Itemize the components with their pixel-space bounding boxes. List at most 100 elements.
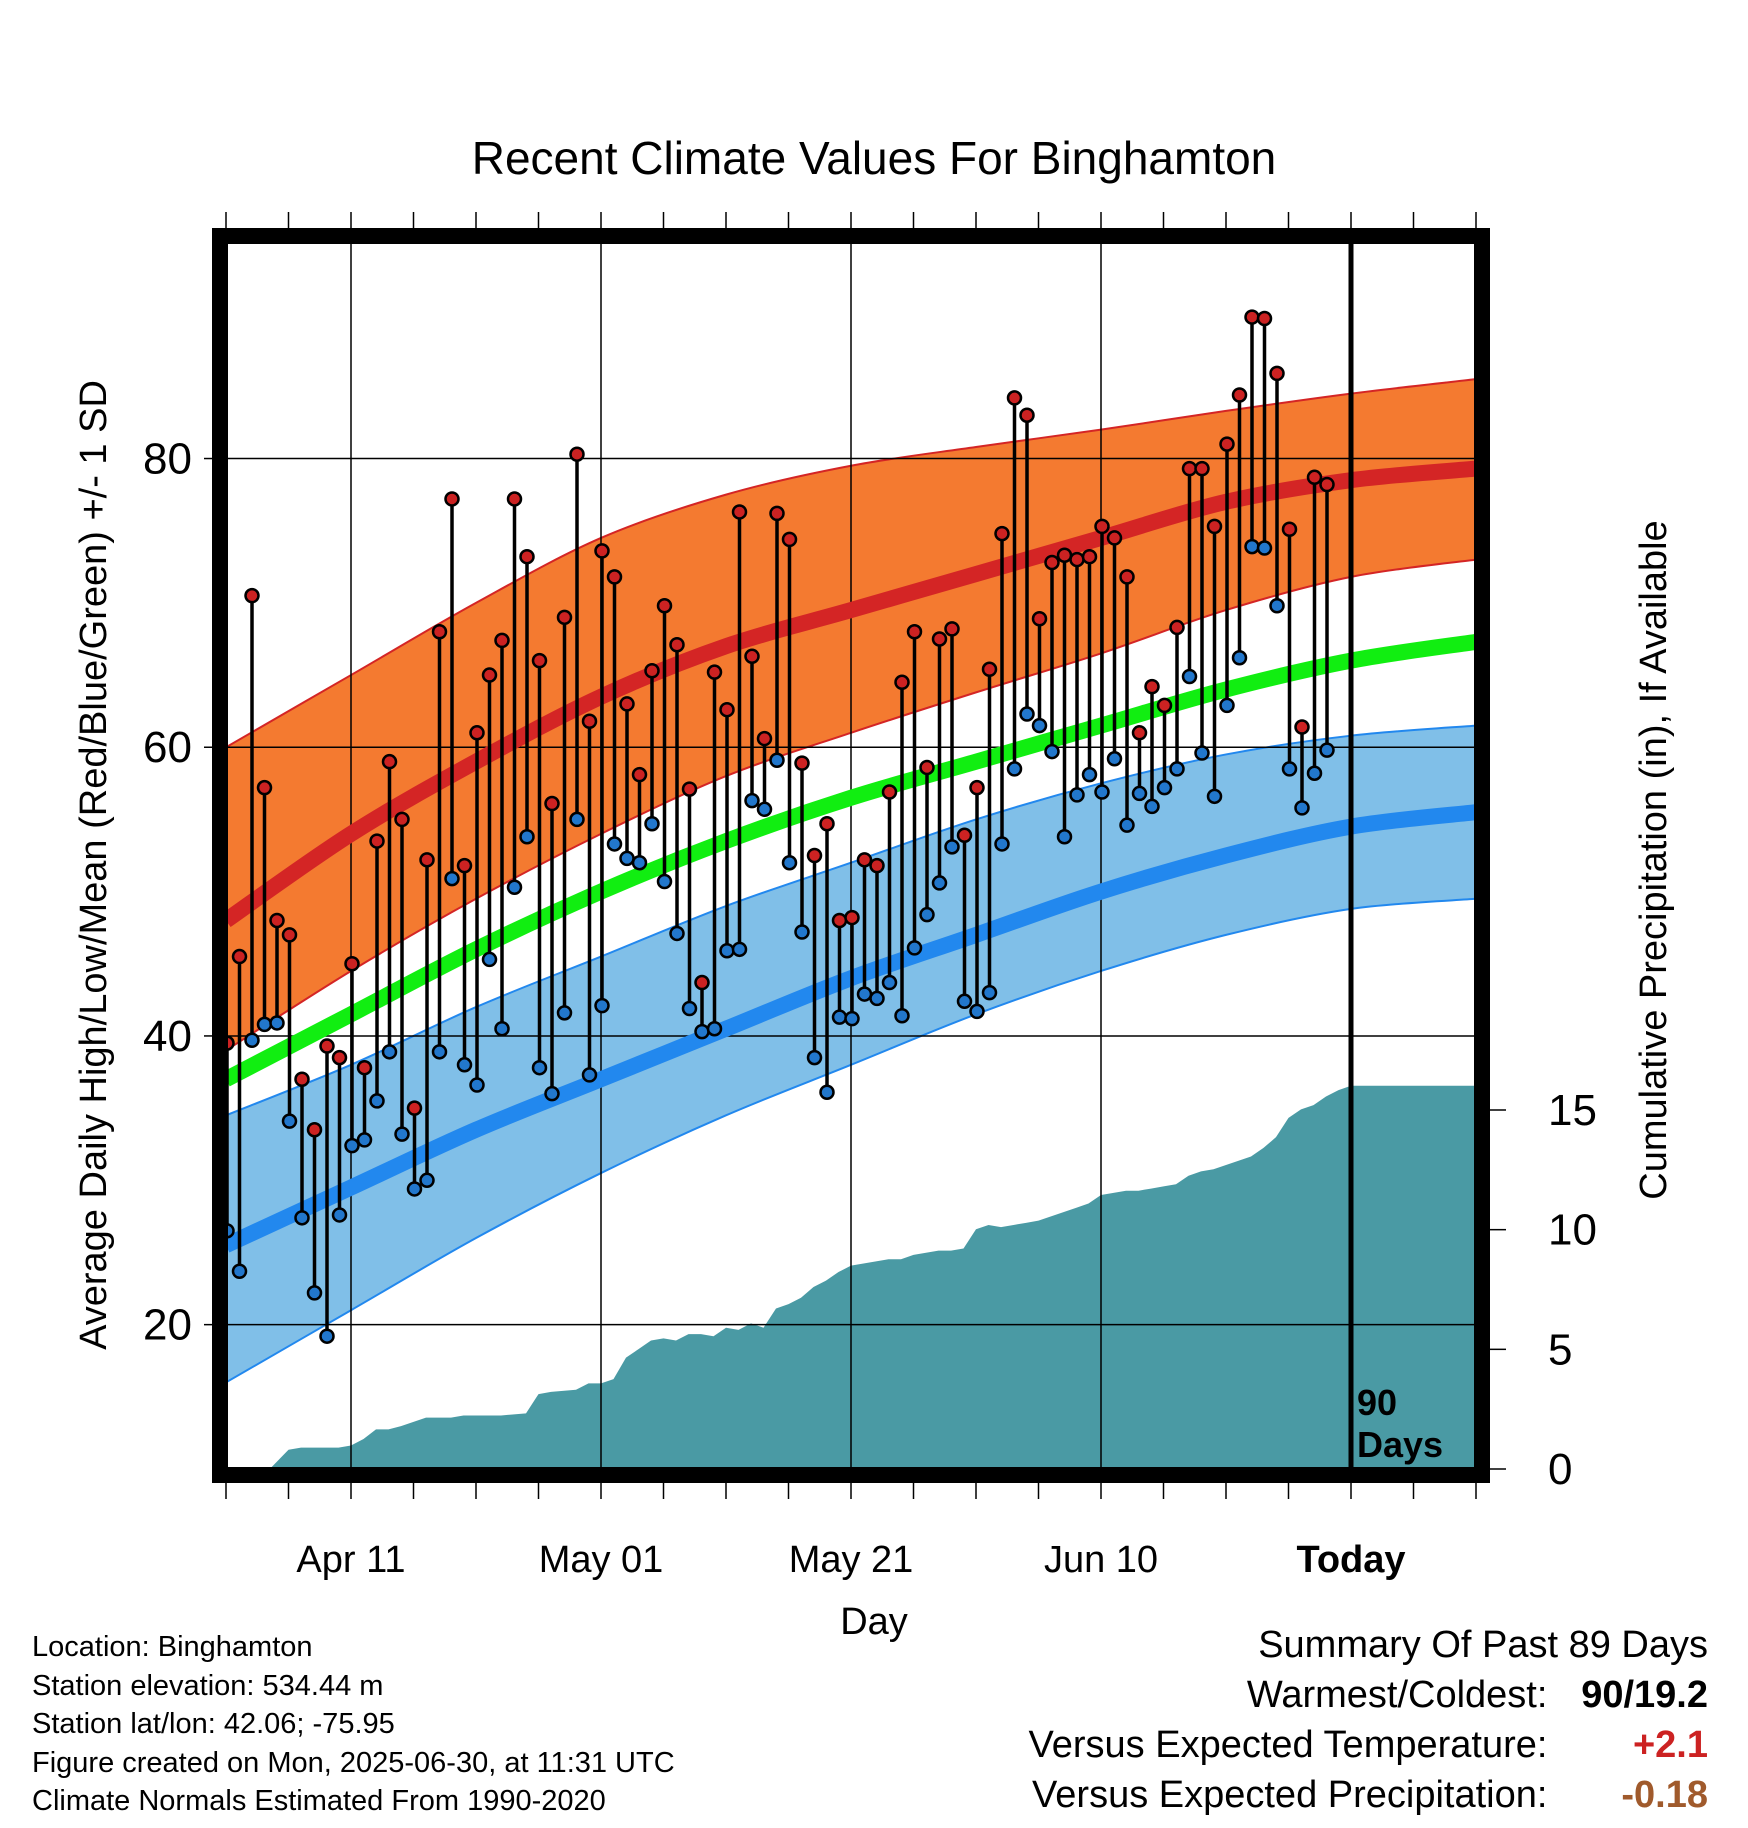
low-point: [994, 836, 1010, 852]
low-point: [1319, 742, 1335, 758]
low-point: [694, 1023, 710, 1040]
high-point: [656, 598, 673, 614]
high-point: [1006, 390, 1023, 406]
low-point: [1269, 598, 1285, 614]
high-point: [594, 543, 610, 559]
high-point: [1206, 518, 1223, 535]
high-point: [1131, 725, 1148, 741]
high-point: [544, 795, 560, 812]
high-point: [1031, 611, 1048, 627]
summary-value: 90/19.2: [1581, 1674, 1708, 1716]
low-point: [856, 986, 873, 1002]
high-point: [1281, 521, 1298, 538]
high-point: [681, 781, 698, 797]
high-point: [431, 624, 448, 640]
high-point: [769, 505, 785, 522]
low-point: [844, 1010, 860, 1027]
high-point: [1044, 554, 1060, 571]
x-axis-label: Day: [840, 1601, 908, 1643]
low-point: [544, 1085, 560, 1102]
high-point: [1181, 460, 1198, 477]
x-tick-label: May 01: [539, 1539, 664, 1581]
high-point: [1156, 697, 1173, 714]
low-point: [1144, 798, 1160, 815]
high-point: [319, 1038, 335, 1054]
high-point: [256, 779, 273, 796]
high-point: [581, 713, 598, 730]
low-point: [669, 925, 685, 942]
low-point: [656, 873, 673, 890]
low-point: [931, 875, 948, 891]
y-axis-label: Average Daily High/Low/Mean (Red/Blue/Gr…: [73, 380, 115, 1350]
high-point: [269, 912, 285, 929]
low-point: [294, 1210, 310, 1226]
y2-axis-label: Cumulative Precipitation (in), If Availa…: [1633, 520, 1675, 1199]
high-point: [369, 833, 385, 849]
high-point: [969, 779, 985, 796]
high-point: [1333, 0, 1346, 7]
high-point: [756, 730, 773, 747]
y2-tick-label: 0: [1548, 1445, 1572, 1494]
low-point: [744, 792, 760, 809]
high-point: [906, 624, 923, 640]
low-point: [1006, 761, 1023, 777]
low-point: [1306, 765, 1323, 781]
high-point: [469, 725, 485, 741]
y2-tick-label: 5: [1548, 1325, 1572, 1374]
high-point: [306, 1122, 323, 1138]
high-point: [844, 909, 860, 926]
summary-label: Versus Expected Precipitation:: [1032, 1774, 1548, 1816]
high-point: [1094, 518, 1110, 535]
high-point: [1194, 460, 1210, 477]
y-tick-label: 60: [143, 723, 192, 772]
low-point: [506, 879, 523, 896]
high-point: [794, 755, 810, 771]
normals-note-text: Climate Normals Estimated From 1990-2020: [32, 1785, 606, 1817]
high-point: [919, 759, 935, 776]
low-point: [1281, 761, 1298, 777]
low-point: [769, 752, 785, 768]
low-point: [494, 1020, 510, 1037]
low-point: [306, 1285, 323, 1301]
high-point: [631, 766, 648, 783]
low-point: [1056, 828, 1073, 845]
high-point: [356, 1059, 373, 1076]
low-point: [1106, 751, 1123, 767]
high-point: [806, 847, 823, 864]
low-point: [569, 811, 585, 828]
high-point: [644, 662, 660, 679]
low-point: [1231, 649, 1248, 666]
y-tick-label: 80: [143, 435, 192, 484]
high-point: [669, 636, 685, 653]
high-point: [869, 857, 885, 874]
high-point: [1106, 530, 1123, 546]
low-point: [1206, 788, 1223, 805]
high-point: [1256, 310, 1273, 327]
high-point: [344, 956, 360, 972]
plot-frame: [212, 228, 1490, 1483]
low-point: [1169, 761, 1185, 777]
high-point: [506, 491, 523, 507]
low-point: [1031, 717, 1048, 734]
low-point: [756, 801, 773, 818]
low-point: [431, 1044, 448, 1060]
high-point: [494, 632, 510, 649]
high-point: [231, 948, 248, 965]
summary-row-warmest: Warmest/Coldest: 90/19.2: [1029, 1670, 1708, 1720]
high-point: [1319, 476, 1335, 493]
low-point: [1081, 766, 1098, 783]
low-point: [644, 815, 660, 832]
summary-panel: Summary Of Past 89 Days Warmest/Coldest:…: [1029, 1620, 1708, 1820]
low-point: [969, 1003, 985, 1020]
high-point: [1306, 469, 1323, 486]
low-point: [981, 984, 998, 1001]
low-point: [456, 1057, 473, 1073]
high-point: [831, 912, 848, 929]
low-point: [794, 924, 810, 940]
low-point: [619, 850, 635, 867]
low-point: [606, 836, 623, 852]
low-point: [531, 1059, 548, 1076]
summary-row-temperature: Versus Expected Temperature: +2.1: [1029, 1720, 1708, 1770]
y-tick-label: 20: [143, 1301, 192, 1350]
high-point: [819, 815, 835, 832]
